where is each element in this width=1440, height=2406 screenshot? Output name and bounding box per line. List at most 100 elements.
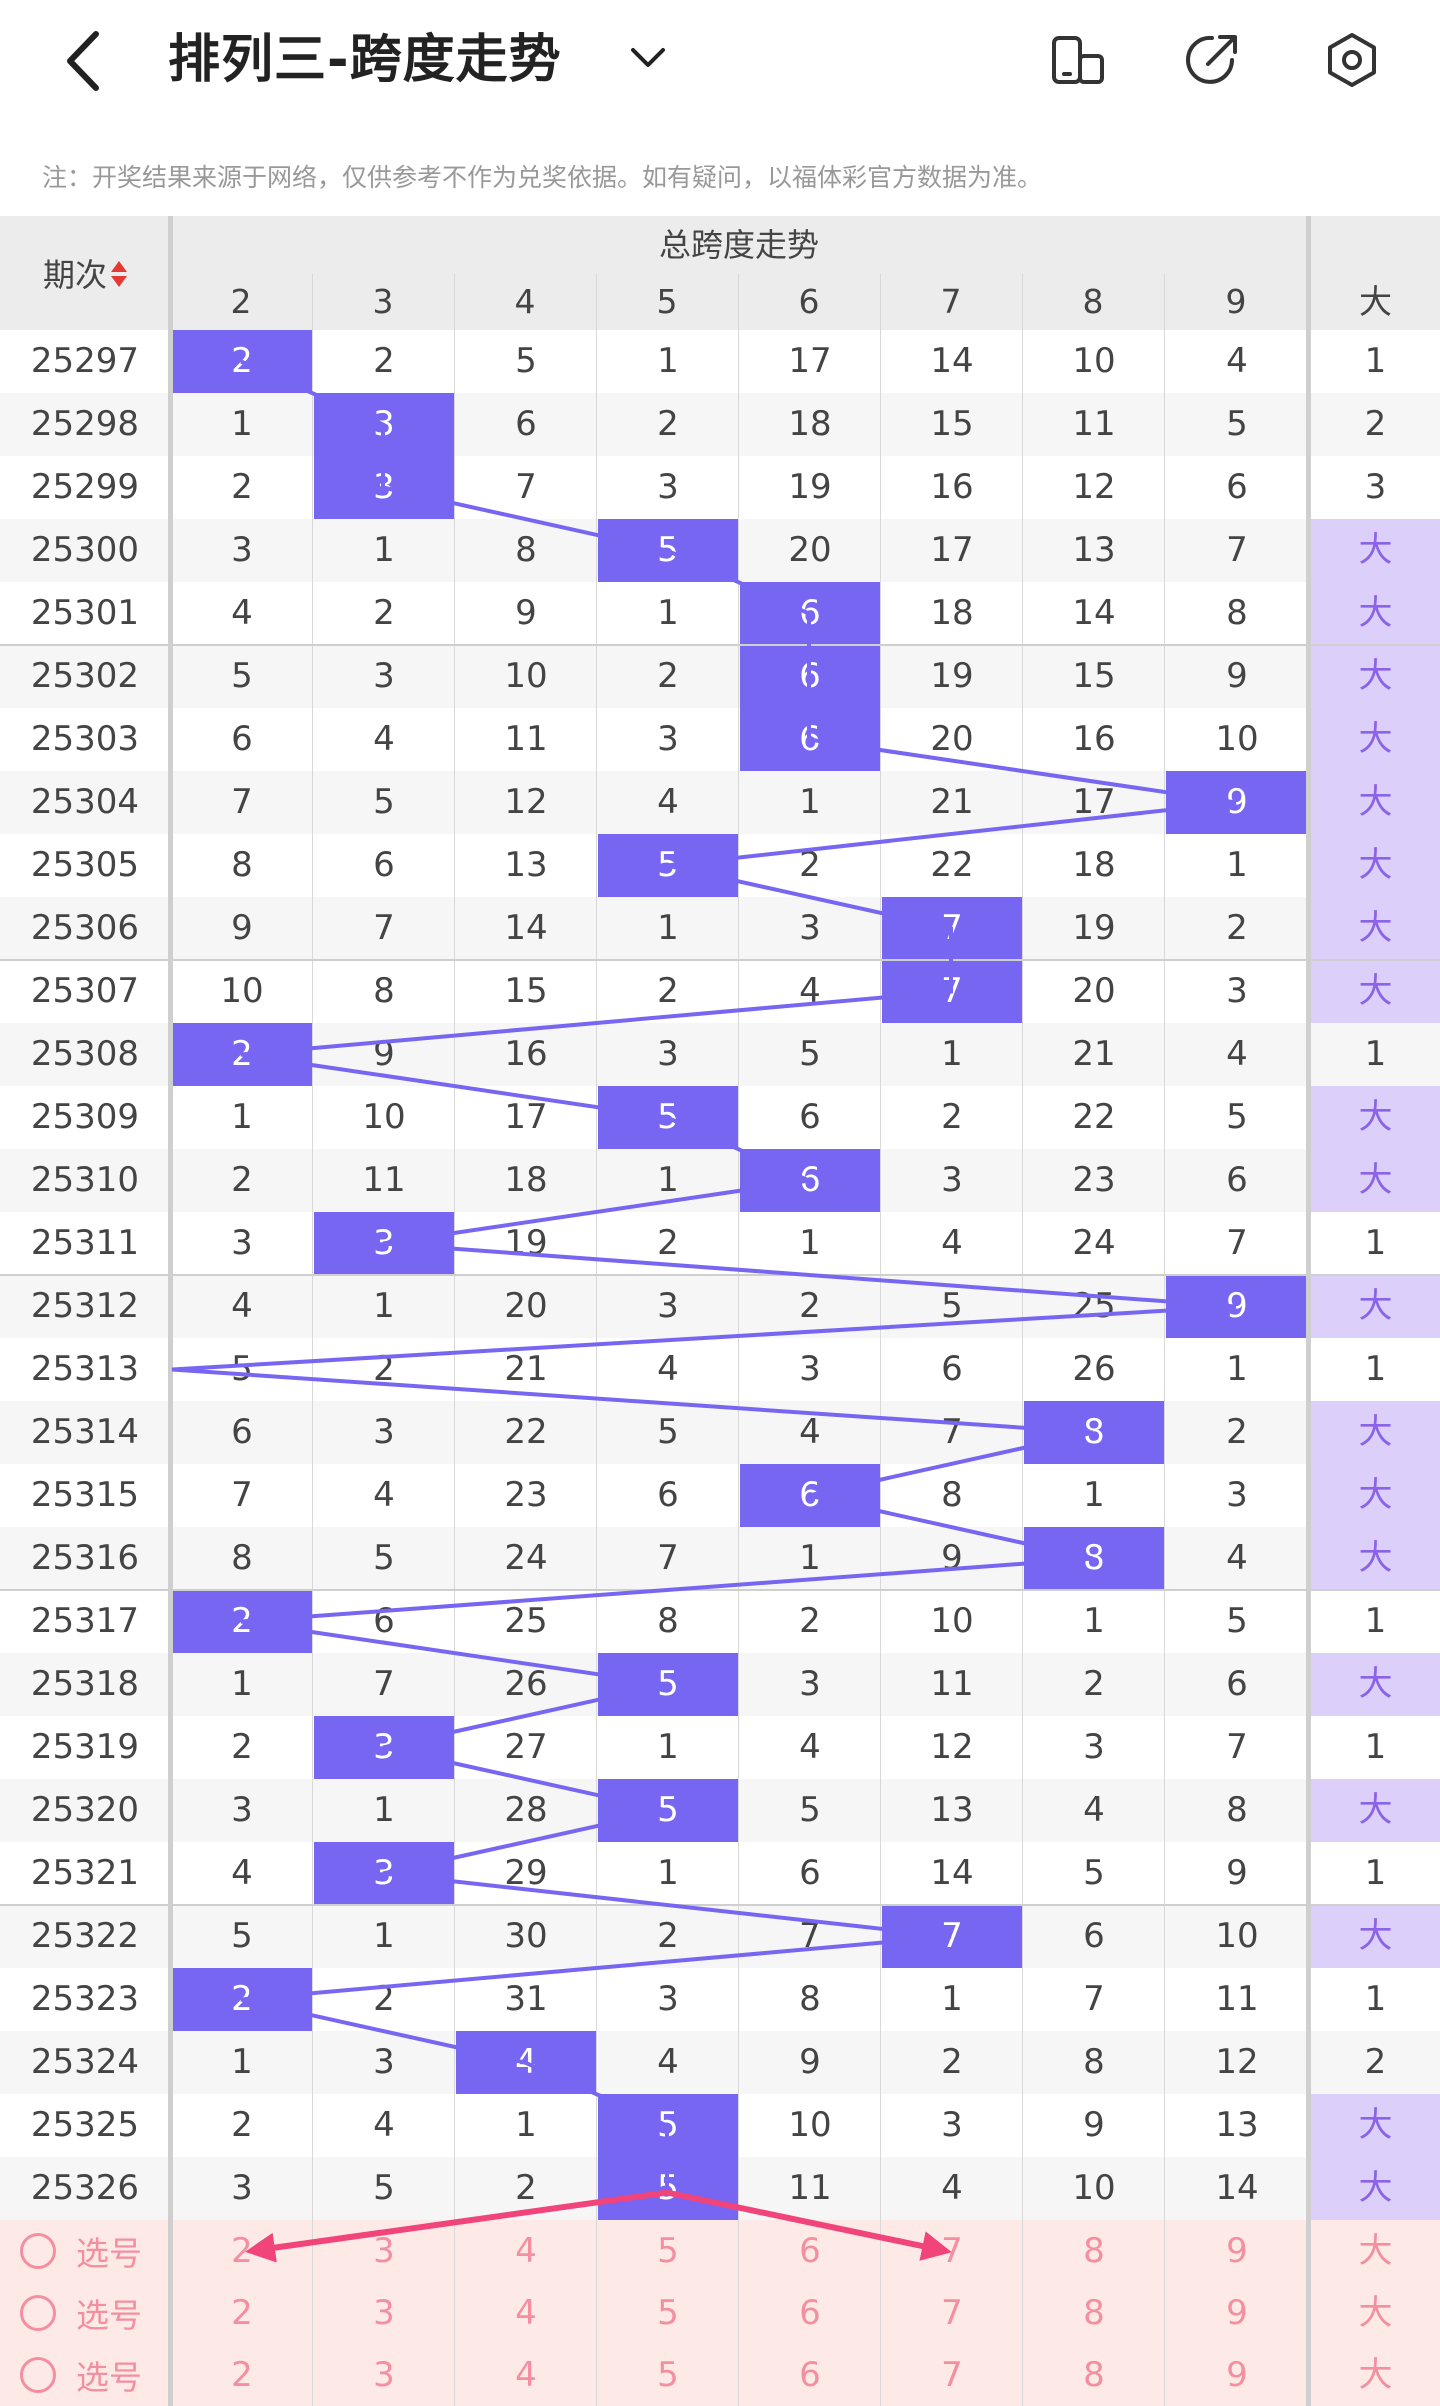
select-option-big[interactable]: 大 [1358,2293,1393,2333]
omission-cell: 12 [1215,2042,1259,2082]
omission-cell: 12 [930,1727,974,1767]
size-cell: 大 [1311,1905,1440,1968]
omission-cell: 4 [231,1286,253,1326]
select-option[interactable]: 9 [1226,2355,1248,2395]
omission-cell: 20 [1072,971,1116,1011]
select-option[interactable]: 8 [1083,2231,1105,2271]
omission-cell: 3 [941,1160,963,1200]
share-icon[interactable] [1182,30,1242,90]
table-row: 25320 3 1 28 5 5 13 4 8 大 [0,1779,1440,1842]
select-option[interactable]: 2 [231,2355,253,2395]
omission-cell: 1 [1083,1475,1105,1515]
select-option[interactable]: 9 [1226,2293,1248,2333]
select-label: 选号 [76,2234,142,2273]
omission-cell: 28 [504,1790,548,1830]
omission-cell: 5 [373,782,395,822]
column-header: 4 [514,282,536,321]
select-option[interactable]: 2 [231,2293,253,2333]
select-option[interactable]: 8 [1083,2355,1105,2395]
hit-cell: 5 [598,1653,738,1716]
omission-cell: 3 [373,656,395,696]
select-option[interactable]: 6 [799,2293,821,2333]
omission-cell: 1 [941,1034,963,1074]
omission-cell: 6 [799,1853,821,1893]
omission-cell: 2 [231,1160,253,1200]
column-header: 5 [656,282,678,321]
trend-line [171,359,1237,2189]
select-option[interactable]: 3 [373,2355,395,2395]
omission-cell: 7 [231,782,253,822]
omission-cell: 2 [657,404,679,444]
select-number-button[interactable]: 选号 [0,2220,170,2282]
settings-icon[interactable] [1322,30,1382,90]
size-cell: 1 [1364,1853,1387,1893]
omission-cell: 5 [799,1034,821,1074]
omission-cell: 30 [504,1916,548,1956]
issue-number: 25322 [30,1916,140,1956]
omission-cell: 4 [373,2105,395,2145]
column-header: 3 [372,282,394,321]
omission-cell: 9 [1226,656,1248,696]
omission-cell: 2 [373,593,395,633]
select-option-big[interactable]: 大 [1358,2355,1393,2395]
omission-cell: 19 [1072,908,1116,948]
select-number-button[interactable]: 选号 [0,2282,170,2344]
select-number-button[interactable]: 选号 [0,2344,170,2406]
table-row: 25324 1 3 4 4 9 2 8 12 2 [0,2031,1440,2094]
omission-cell: 6 [799,1097,821,1137]
group-separator [0,959,1440,961]
omission-cell: 13 [930,1790,974,1830]
select-option-big[interactable]: 大 [1358,2231,1393,2271]
omission-cell: 9 [1083,2105,1105,2145]
size-cell: 大 [1311,834,1440,897]
annotation-arrow [245,2189,952,2263]
omission-cell: 5 [373,1538,395,1578]
column-header: 9 [1225,282,1247,321]
issue-number: 25309 [30,1097,140,1137]
omission-cell: 5 [515,341,537,381]
issue-number: 25326 [30,2168,140,2208]
table-row: 25304 7 5 12 4 1 21 17 9 大 [0,771,1440,834]
select-option[interactable]: 7 [941,2355,963,2395]
phone-rotate-icon[interactable] [1048,30,1108,90]
omission-cell: 6 [1083,1916,1105,1956]
omission-cell: 14 [930,1853,974,1893]
omission-cell: 18 [930,593,974,633]
select-option[interactable]: 7 [941,2293,963,2333]
sort-icon [111,259,127,291]
column-divider [738,274,739,2406]
select-row: 选号 2 3 4 5 6 7 8 9 大 [0,2344,1440,2406]
select-option[interactable]: 3 [373,2293,395,2333]
omission-cell: 3 [1226,971,1248,1011]
omission-cell: 2 [941,2042,963,2082]
select-option[interactable]: 8 [1083,2293,1105,2333]
omission-cell: 8 [1083,2042,1105,2082]
omission-cell: 10 [362,1097,406,1137]
select-option[interactable]: 5 [657,2355,679,2395]
omission-cell: 5 [231,1349,253,1389]
omission-cell: 11 [788,2168,832,2208]
size-cell: 大 [1311,1401,1440,1464]
omission-cell: 12 [504,782,548,822]
omission-cell: 3 [231,2168,253,2208]
omission-cell: 5 [373,2168,395,2208]
issue-number: 25314 [30,1412,140,1452]
select-option[interactable]: 5 [657,2293,679,2333]
radio-circle-icon [20,2357,56,2393]
select-option[interactable]: 4 [515,2293,537,2333]
select-option[interactable]: 9 [1226,2231,1248,2271]
extra-column-header: 大 [1359,282,1392,321]
select-option[interactable]: 6 [799,2355,821,2395]
omission-cell: 18 [504,1160,548,1200]
omission-cell: 14 [1215,2168,1259,2208]
chevron-left-icon[interactable] [60,26,110,96]
omission-cell: 2 [1226,908,1248,948]
select-option[interactable]: 4 [515,2355,537,2395]
extra-column-divider [1306,216,1311,2406]
issue-sort-header[interactable]: 期次 [0,216,170,330]
select-row: 选号 2 3 4 5 6 7 8 9 大 [0,2282,1440,2344]
select-label: 选号 [76,2296,142,2335]
omission-cell: 1 [657,1727,679,1767]
chevron-down-icon[interactable] [625,38,671,78]
